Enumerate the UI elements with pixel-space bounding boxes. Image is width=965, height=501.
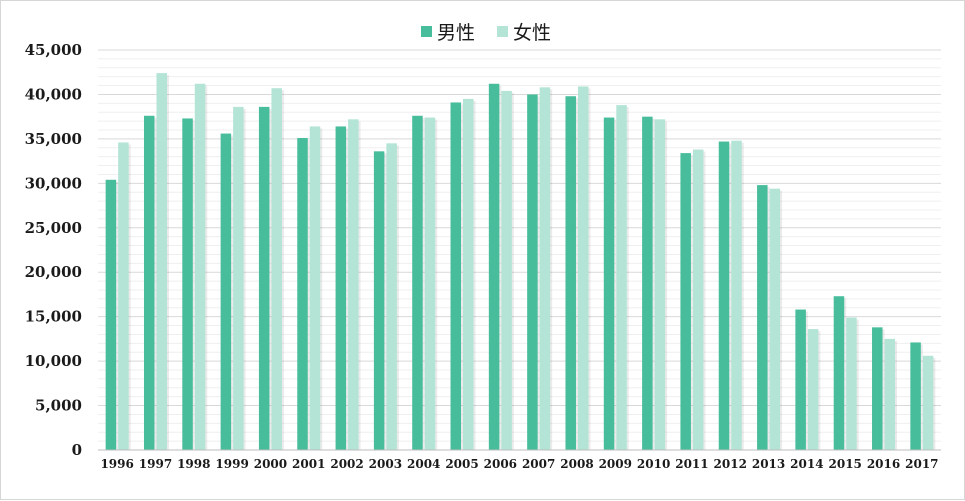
x-tick-label: 2009 [599,457,632,471]
bar-female-2004 [424,117,436,451]
x-tick-label: 2008 [560,457,593,471]
y-tick-label: 10,000 [25,352,82,370]
bar-male-2010 [642,116,653,451]
bar-female-2013 [769,188,781,450]
x-tick-label: 2014 [790,457,823,471]
x-tick-label: 2006 [484,457,517,471]
bar-female-2003 [386,143,397,451]
bar-female-2006 [501,90,512,450]
bar-female-2001 [309,126,321,450]
y-tick-label: 35,000 [25,130,82,148]
x-tick-label: 2016 [867,457,900,471]
bar-male-2013 [757,185,768,450]
legend-label-male: 男性 [437,22,475,44]
bar-male-2007 [527,94,538,450]
bar-female-2015 [846,317,857,450]
bar-male-2016 [872,327,883,450]
bar-male-2011 [680,153,691,450]
y-tick-label: 5,000 [35,397,82,415]
bar-male-2015 [833,296,845,450]
bar-female-2009 [616,105,627,450]
x-tick-label: 1996 [100,457,133,471]
y-tick-label: 0 [72,441,82,459]
y-tick-label: 30,000 [25,174,82,192]
bar-male-2017 [910,342,921,450]
legend-label-female: 女性 [513,22,551,44]
y-tick-label: 45,000 [25,41,82,59]
bar-male-1998 [182,118,193,450]
bar-female-2007 [539,87,551,450]
bar-male-2012 [718,141,730,451]
bar-female-1999 [233,106,244,450]
x-axis-ticks: 1996 1997 1998 1999 2000 2001 2002 2003 2004 2005… [100,457,938,471]
legend: 男性 女性 [421,22,551,44]
bar-female-2005 [463,98,474,450]
bar-female-2012 [731,140,742,450]
x-tick-label: 1998 [177,457,210,471]
bar-female-2017 [922,355,934,450]
x-tick-label: 2017 [905,457,938,471]
x-tick-label: 2002 [330,457,363,471]
x-tick-label: 2010 [637,457,670,471]
bar-male-1997 [143,115,155,451]
bar-male-2009 [603,117,615,451]
legend-swatch-male [421,26,432,37]
x-tick-label: 2011 [675,457,708,471]
x-tick-label: 1997 [139,457,172,471]
bar-female-2011 [692,149,704,451]
bar-female-2000 [271,88,282,450]
x-tick-label: 2004 [407,457,440,471]
x-tick-label: 2005 [445,457,478,471]
bar-male-1996 [105,179,117,450]
bar-male-2000 [258,106,270,450]
bar-female-2014 [807,329,819,450]
bar-male-2004 [412,115,423,451]
bar-female-2010 [654,119,666,450]
y-tick-label: 40,000 [25,85,82,103]
x-tick-label: 2003 [369,457,402,471]
y-tick-label: 20,000 [25,263,82,281]
bar-male-2006 [488,83,500,451]
bar-male-2001 [297,138,308,450]
bar-male-2005 [450,102,462,450]
y-axis-ticks: 0 5,000 10,000 15,000 20,000 25,000 30,000 35,0… [25,41,82,459]
bar-female-2016 [884,338,896,450]
x-tick-label: 2001 [292,457,325,471]
bar-female-2008 [577,86,589,450]
x-tick-label: 1999 [215,457,248,471]
bar-male-1999 [220,133,232,451]
bar-male-2002 [335,126,347,450]
bar-female-2002 [348,119,359,450]
bar-male-2008 [565,96,576,450]
x-tick-label: 2007 [522,457,555,471]
legend-swatch-female [497,26,508,37]
x-tick-label: 2015 [829,457,862,471]
bar-female-1998 [194,83,206,451]
x-tick-label: 2012 [714,457,747,471]
bars [105,73,936,451]
bar-female-1996 [118,142,129,450]
bar-male-2003 [373,151,385,451]
bar-female-1997 [156,73,167,450]
y-tick-label: 25,000 [25,219,82,237]
y-tick-label: 15,000 [25,308,82,326]
x-tick-label: 2013 [752,457,785,471]
bar-male-2014 [795,309,806,450]
x-tick-label: 2000 [254,457,287,471]
